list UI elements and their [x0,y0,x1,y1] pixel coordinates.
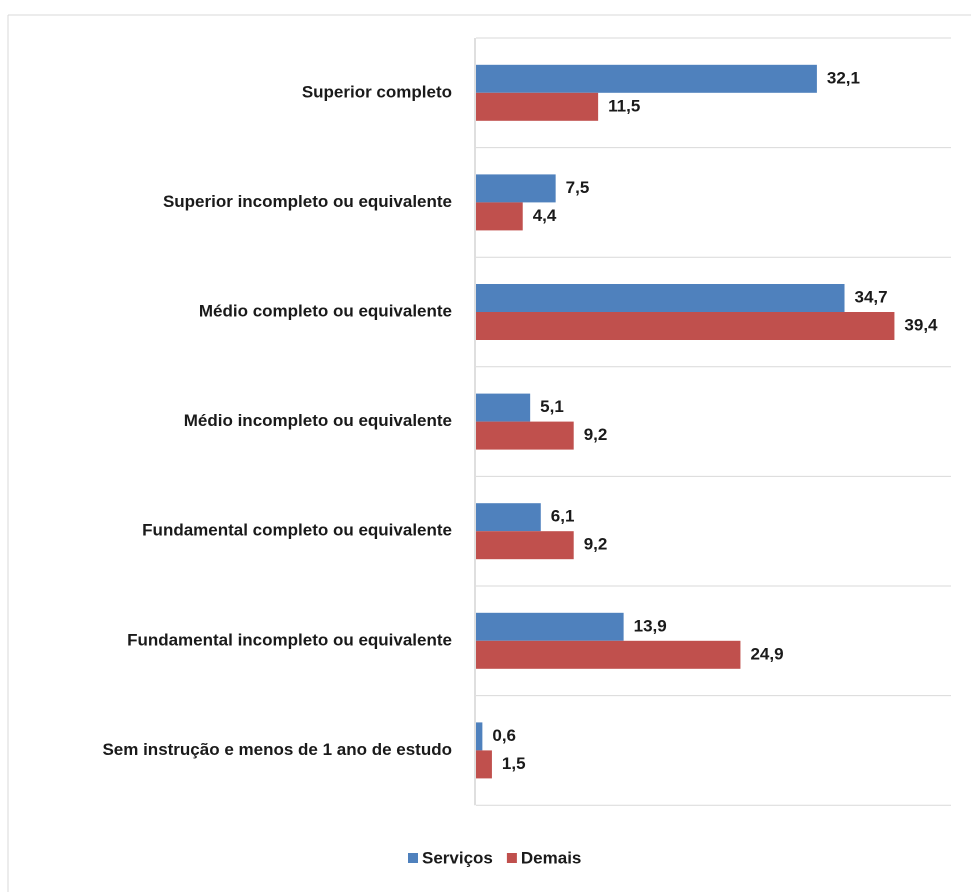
data-label: 6,1 [551,507,575,526]
legend-label: Serviços [422,848,493,867]
legend-swatch [408,853,418,863]
data-label: 34,7 [855,287,888,306]
bar [476,722,483,751]
data-label: 11,5 [608,96,640,115]
bar [476,421,574,450]
bar [476,612,624,641]
bar [476,531,574,560]
data-label: 1,5 [502,754,526,773]
y-tick-label: Fundamental incompleto ou equivalente [127,630,452,649]
data-label: 7,5 [566,178,590,197]
bar [476,174,556,203]
bar [476,92,599,121]
data-label: 4,4 [533,206,557,225]
y-tick-label: Médio incompleto ou equivalente [184,411,452,430]
bar [476,64,817,93]
data-label: 13,9 [634,616,667,635]
bar [476,393,531,422]
y-tick-label: Superior incompleto ou equivalente [163,192,452,211]
y-tick-label: Sem instrução e menos de 1 ano de estudo [102,740,452,759]
data-label: 39,4 [904,315,938,334]
bar [476,640,741,669]
y-tick-label: Superior completo [302,82,452,101]
legend-label: Demais [521,848,581,867]
bar [476,284,845,312]
data-label: 32,1 [827,68,860,87]
data-label: 9,2 [584,425,608,444]
data-label: 9,2 [584,535,608,554]
data-label: 0,6 [492,726,516,745]
bar [476,202,523,231]
data-label: 5,1 [540,397,564,416]
bar [476,503,541,532]
legend-swatch [506,853,517,863]
data-label: 24,9 [750,644,783,663]
bar [476,750,492,779]
bar [476,312,895,340]
y-tick-label: Médio completo ou equivalente [199,301,452,320]
y-tick-label: Fundamental completo ou equivalente [142,521,452,540]
